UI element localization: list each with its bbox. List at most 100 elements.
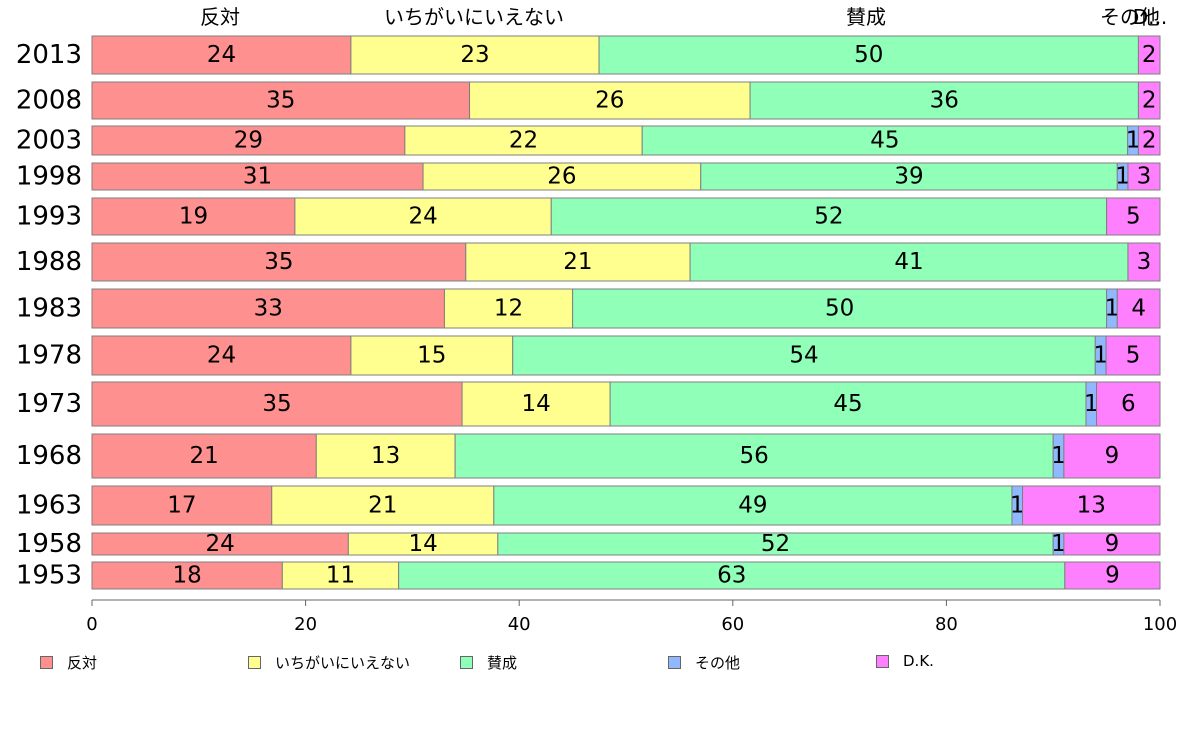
bar-segment	[749, 81, 1139, 120]
category-label: 1968	[16, 441, 82, 471]
data-label: 9	[1105, 531, 1120, 557]
data-label: 24	[408, 204, 437, 230]
bar-segment	[1096, 381, 1161, 427]
data-label: 3	[1137, 249, 1152, 275]
data-label: 9	[1105, 443, 1120, 469]
bar-segment	[271, 485, 495, 526]
legend-item-sonota: その他	[668, 652, 740, 673]
bar-segment	[91, 162, 424, 191]
data-label: 2	[1142, 42, 1157, 68]
legend-label: いちがいにいえない	[275, 654, 411, 672]
category-label: 1988	[16, 247, 82, 277]
bar-segment	[1137, 35, 1161, 75]
bar-segment	[465, 242, 691, 282]
bar-segment	[91, 35, 352, 75]
bar-segment	[443, 288, 574, 329]
data-label: 2	[1142, 128, 1157, 154]
bar-segment	[91, 242, 467, 282]
data-label: 45	[833, 391, 862, 417]
data-label: 29	[234, 128, 263, 154]
bar-segment	[572, 288, 1108, 329]
bar-segment	[350, 35, 600, 75]
data-label: 1	[1051, 443, 1066, 469]
bar-segment	[1063, 532, 1161, 556]
bar-segment	[598, 35, 1139, 75]
bar-segment	[1063, 433, 1161, 479]
bar-segment	[281, 561, 400, 590]
category-label: 2013	[16, 40, 82, 70]
data-label: 1	[1115, 164, 1130, 190]
bar-segment	[398, 561, 1066, 590]
data-label: 13	[371, 443, 400, 469]
category-label: 1953	[16, 561, 82, 591]
x-tick-label: 80	[935, 614, 958, 635]
bar-segment	[1022, 485, 1161, 526]
series-top-label: その他	[1100, 5, 1160, 29]
bar-segment	[454, 433, 1054, 479]
data-label: 21	[368, 493, 397, 519]
data-label: 49	[738, 493, 767, 519]
data-label: 24	[206, 531, 235, 557]
data-label: 9	[1105, 563, 1120, 589]
x-tick-label: 40	[508, 614, 531, 635]
legend-item-ichigai: いちがいにいえない	[248, 652, 410, 673]
category-label: 1963	[16, 491, 82, 521]
bar-segment	[1064, 561, 1161, 590]
data-label: 24	[207, 42, 236, 68]
category-label: 1973	[16, 389, 82, 419]
bar-segment	[91, 433, 317, 479]
data-label: 50	[825, 296, 854, 322]
bar-segment	[700, 162, 1118, 191]
data-label: 54	[789, 343, 818, 369]
data-label: 5	[1126, 204, 1141, 230]
bar-segment	[350, 335, 514, 376]
category-label: 2003	[16, 126, 82, 156]
data-label: 26	[595, 88, 624, 114]
category-label: 1983	[16, 294, 82, 324]
data-label: 3	[1137, 164, 1152, 190]
category-label: 1958	[16, 529, 82, 559]
data-label: 1	[1105, 296, 1120, 322]
data-label: 35	[262, 391, 291, 417]
x-tick-label: 0	[86, 614, 97, 635]
legend-item-sansei: 賛成	[460, 652, 517, 673]
legend-item-dk: D.K.	[876, 652, 934, 670]
data-label: 15	[417, 343, 446, 369]
bar-segment	[1105, 335, 1161, 376]
bar-segment	[512, 335, 1096, 376]
legend-swatch	[876, 654, 889, 668]
data-label: 1	[1051, 531, 1066, 557]
legend-swatch	[668, 656, 681, 669]
data-label: 35	[264, 249, 293, 275]
data-label: 1	[1084, 391, 1099, 417]
data-label: 19	[179, 204, 208, 230]
legend-label: 賛成	[487, 654, 518, 672]
category-label: 1993	[16, 202, 82, 232]
bar-segment	[315, 433, 456, 479]
bar-segment	[91, 288, 445, 329]
data-label: 2	[1142, 88, 1157, 114]
data-label: 4	[1131, 296, 1146, 322]
category-label: 1998	[16, 162, 82, 192]
series-top-label: 反対	[200, 5, 240, 29]
data-label: 24	[207, 343, 236, 369]
data-label: 6	[1121, 391, 1136, 417]
data-label: 45	[870, 128, 899, 154]
category-label: 2008	[16, 86, 82, 116]
data-label: 52	[814, 204, 843, 230]
legend-label: D.K.	[903, 652, 934, 670]
data-label: 33	[254, 296, 283, 322]
bar-segment	[550, 197, 1108, 236]
bar-segment	[91, 381, 463, 427]
data-label: 36	[930, 88, 959, 114]
legend-swatch	[460, 656, 473, 669]
data-label: 52	[761, 531, 790, 557]
data-label: 17	[167, 493, 196, 519]
data-label: 5	[1126, 343, 1141, 369]
legend-swatch	[248, 656, 261, 669]
bar-segment	[1127, 162, 1161, 191]
data-label: 1	[1126, 128, 1141, 154]
bar-segment	[91, 561, 283, 590]
series-top-label: D...	[1133, 5, 1167, 29]
